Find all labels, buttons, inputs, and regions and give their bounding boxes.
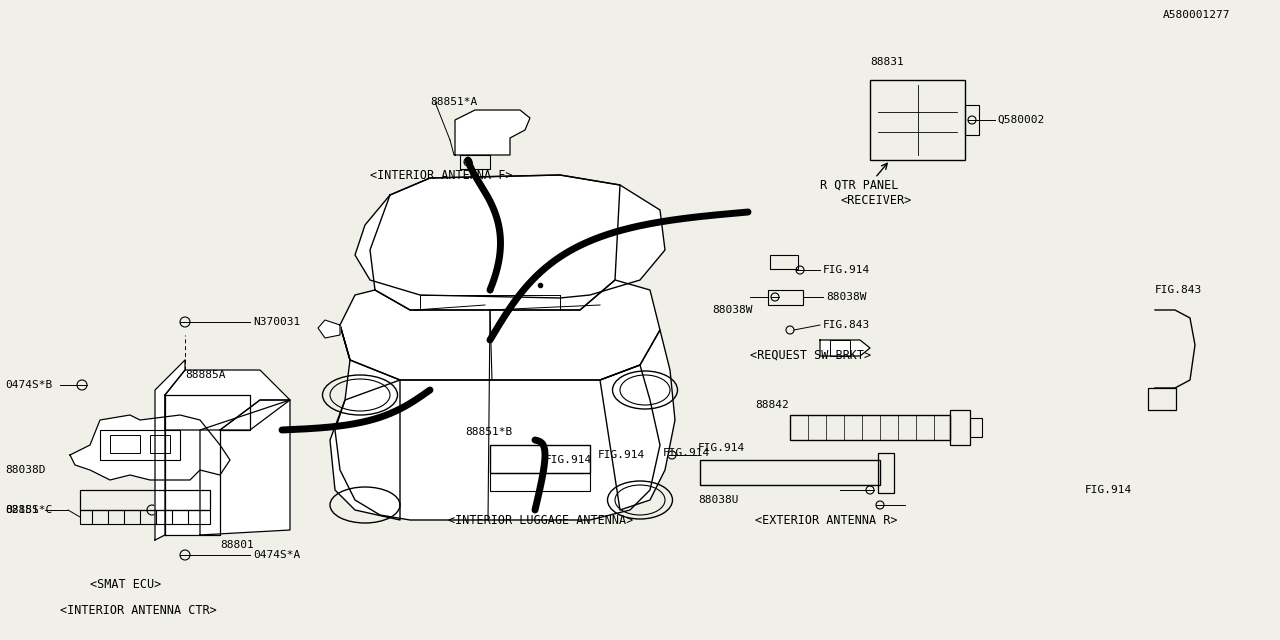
Bar xyxy=(970,418,982,437)
Text: 0218S: 0218S xyxy=(5,505,38,515)
Polygon shape xyxy=(335,365,660,520)
Bar xyxy=(965,105,979,135)
Text: 88801: 88801 xyxy=(220,540,253,550)
Polygon shape xyxy=(355,175,666,298)
Text: <INTERIOR LUGGAGE ANTENNA>: <INTERIOR LUGGAGE ANTENNA> xyxy=(448,513,634,527)
Text: FIG.914: FIG.914 xyxy=(1085,485,1133,495)
Bar xyxy=(870,80,965,160)
Polygon shape xyxy=(200,400,291,535)
Bar xyxy=(490,473,590,491)
Bar xyxy=(81,510,210,524)
Polygon shape xyxy=(220,400,291,430)
Polygon shape xyxy=(165,370,291,430)
Text: 88831: 88831 xyxy=(870,57,904,67)
Polygon shape xyxy=(340,280,660,380)
Polygon shape xyxy=(370,175,620,310)
Bar xyxy=(768,290,803,305)
Text: <REQUEST SW BRKT>: <REQUEST SW BRKT> xyxy=(750,349,872,362)
Text: 88842: 88842 xyxy=(755,400,788,410)
Polygon shape xyxy=(317,320,340,338)
Text: FIG.914: FIG.914 xyxy=(698,443,745,453)
Bar xyxy=(771,255,797,269)
Bar xyxy=(790,415,950,440)
Polygon shape xyxy=(165,395,250,535)
Text: <RECEIVER>: <RECEIVER> xyxy=(840,193,911,207)
Text: FIG.914: FIG.914 xyxy=(823,265,870,275)
Polygon shape xyxy=(330,325,401,520)
Bar xyxy=(150,435,170,453)
Text: 88851*C: 88851*C xyxy=(5,505,52,515)
Bar xyxy=(100,430,180,460)
Text: Q580002: Q580002 xyxy=(997,115,1044,125)
Polygon shape xyxy=(155,360,186,540)
Text: 88038D: 88038D xyxy=(5,465,46,475)
Polygon shape xyxy=(820,340,870,356)
Polygon shape xyxy=(70,415,230,480)
Text: <SMAT ECU>: <SMAT ECU> xyxy=(90,579,161,591)
Bar xyxy=(490,445,590,473)
Bar xyxy=(829,340,850,356)
Text: <INTERIOR ANTENNA F>: <INTERIOR ANTENNA F> xyxy=(370,168,512,182)
Polygon shape xyxy=(454,110,530,155)
Text: N370031: N370031 xyxy=(253,317,301,327)
Bar xyxy=(700,460,881,485)
Text: 88038U: 88038U xyxy=(698,495,739,505)
Text: 88851*B: 88851*B xyxy=(465,427,512,437)
Text: 0474S*B: 0474S*B xyxy=(5,380,52,390)
Text: 88038W: 88038W xyxy=(713,305,753,315)
Bar xyxy=(81,490,210,510)
Text: 88851*A: 88851*A xyxy=(430,97,477,107)
Bar xyxy=(950,410,970,445)
Text: <INTERIOR ANTENNA CTR>: <INTERIOR ANTENNA CTR> xyxy=(60,604,216,616)
Text: FIG.914: FIG.914 xyxy=(545,455,593,465)
Text: FIG.914: FIG.914 xyxy=(663,448,710,458)
Bar xyxy=(110,435,140,453)
Polygon shape xyxy=(600,330,675,510)
Bar xyxy=(460,155,490,169)
Bar xyxy=(878,453,893,493)
Text: 88038W: 88038W xyxy=(826,292,867,302)
Text: 0474S*A: 0474S*A xyxy=(253,550,301,560)
Text: R QTR PANEL: R QTR PANEL xyxy=(820,179,899,191)
Text: FIG.843: FIG.843 xyxy=(1155,285,1202,295)
Text: <EXTERIOR ANTENNA R>: <EXTERIOR ANTENNA R> xyxy=(755,513,897,527)
Text: 88885A: 88885A xyxy=(186,370,225,380)
Bar xyxy=(1148,388,1176,410)
Text: FIG.914: FIG.914 xyxy=(598,450,645,460)
Text: FIG.843: FIG.843 xyxy=(823,320,870,330)
Text: A580001277: A580001277 xyxy=(1162,10,1230,20)
